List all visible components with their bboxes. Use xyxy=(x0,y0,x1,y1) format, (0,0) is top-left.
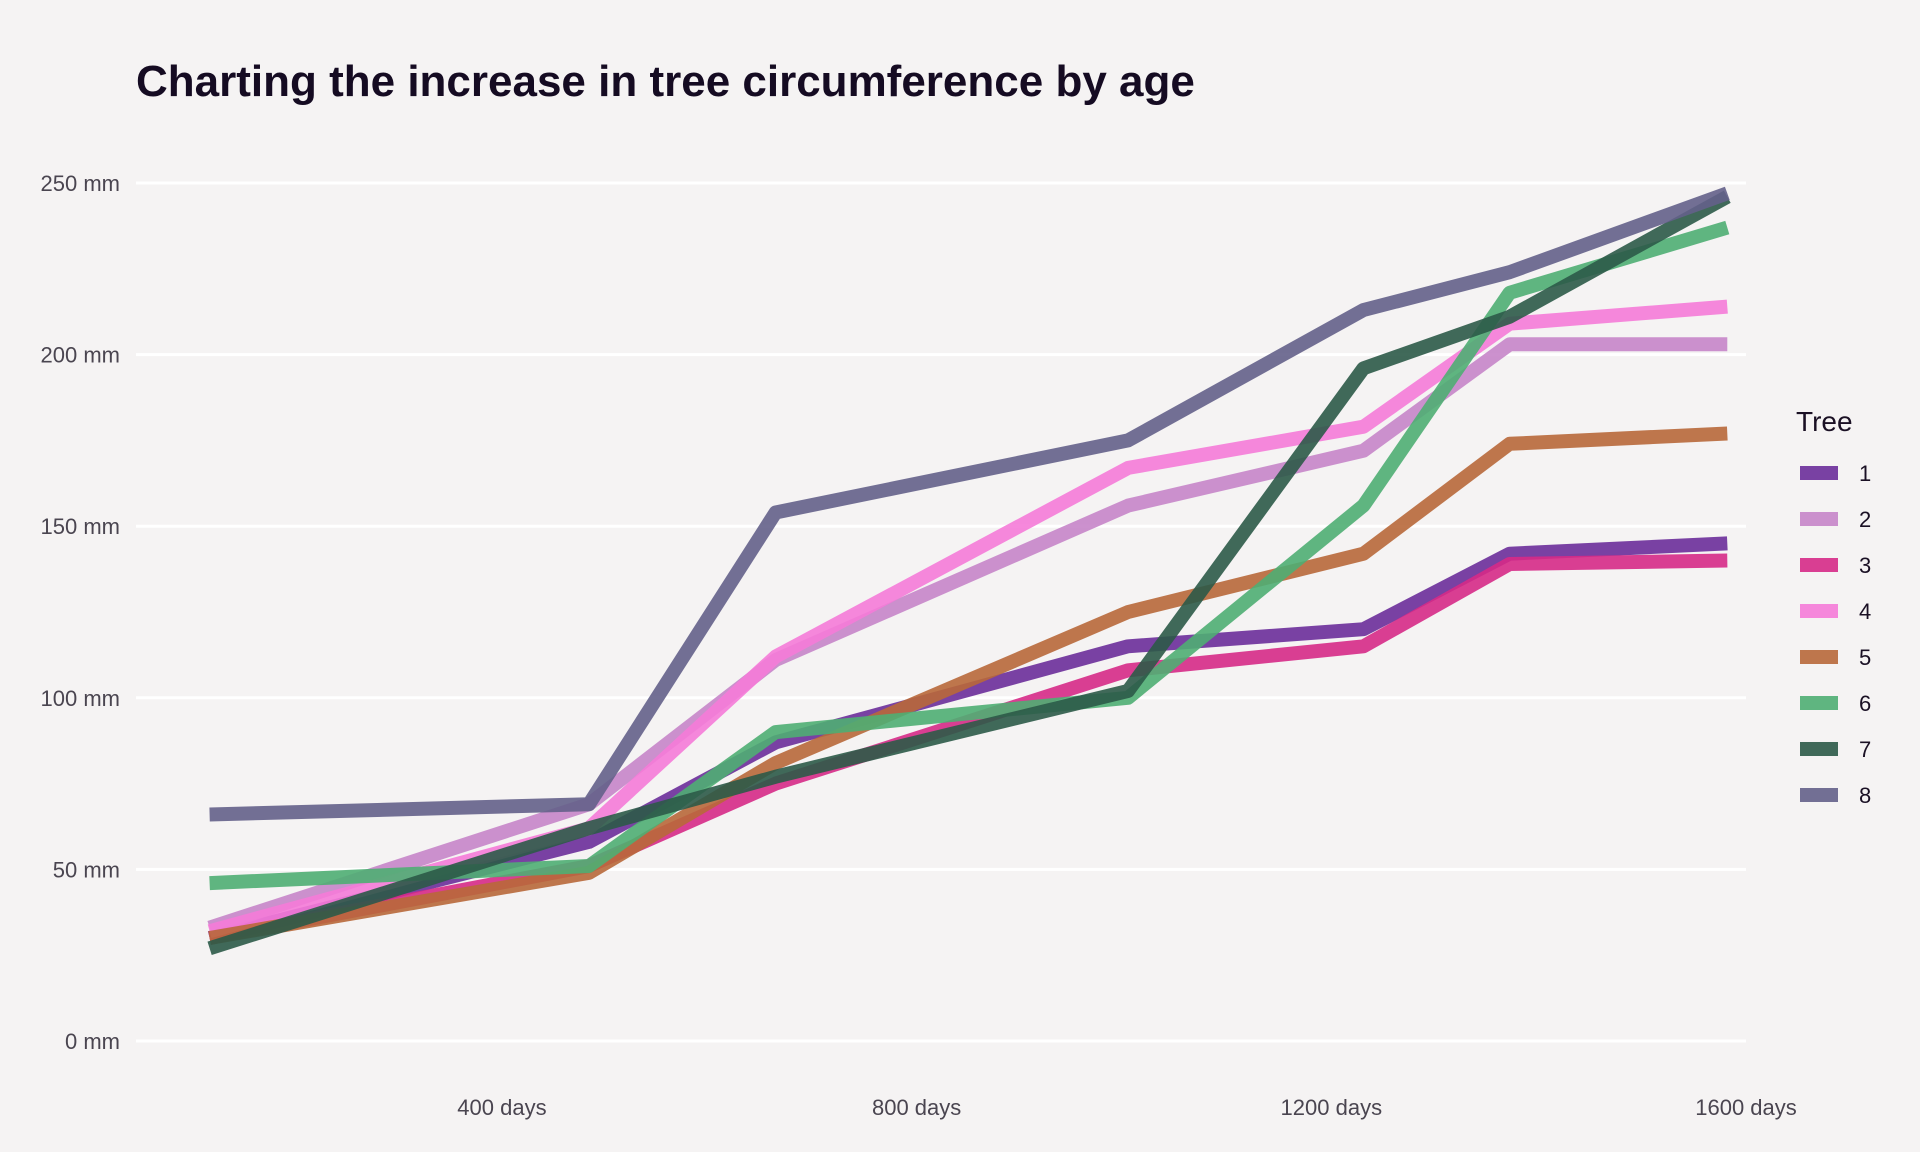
legend-label: 3 xyxy=(1859,553,1871,578)
legend-title: Tree xyxy=(1796,406,1853,437)
legend-label: 2 xyxy=(1859,507,1871,532)
y-axis: 0 mm 50 mm 100 mm 150 mm 200 mm 250 mm xyxy=(41,171,120,1054)
x-tick-label: 800 days xyxy=(872,1095,961,1120)
legend-swatch xyxy=(1800,788,1838,802)
legend-item-tree-6: 6 xyxy=(1800,691,1871,716)
legend-swatch xyxy=(1800,604,1838,618)
legend-label: 4 xyxy=(1859,599,1871,624)
legend-item-tree-2: 2 xyxy=(1800,507,1871,532)
legend-label: 5 xyxy=(1859,645,1871,670)
legend-items: 1 2 3 4 5 6 7 8 xyxy=(1800,461,1871,808)
series-line-tree-2 xyxy=(207,337,1728,935)
y-tick-label: 150 mm xyxy=(41,514,120,539)
series-lines xyxy=(207,186,1731,955)
legend-label: 7 xyxy=(1859,737,1871,762)
y-tick-label: 50 mm xyxy=(53,857,120,882)
x-tick-label: 1200 days xyxy=(1281,1095,1383,1120)
legend-label: 6 xyxy=(1859,691,1871,716)
legend-swatch xyxy=(1800,558,1838,572)
legend-item-tree-1: 1 xyxy=(1800,461,1871,486)
y-tick-label: 100 mm xyxy=(41,686,120,711)
legend-swatch xyxy=(1800,696,1838,710)
x-tick-label: 1600 days xyxy=(1695,1095,1797,1120)
legend-item-tree-4: 4 xyxy=(1800,599,1871,624)
legend-item-tree-5: 5 xyxy=(1800,645,1871,670)
x-axis: 400 days 800 days 1200 days 1600 days xyxy=(457,1095,1796,1120)
x-tick-label: 400 days xyxy=(457,1095,546,1120)
legend-item-tree-7: 7 xyxy=(1800,737,1871,762)
y-tick-label: 250 mm xyxy=(41,171,120,196)
legend-item-tree-3: 3 xyxy=(1800,553,1871,578)
legend-item-tree-8: 8 xyxy=(1800,783,1871,808)
series-line-tree-8 xyxy=(209,186,1730,822)
series-line-tree-7 xyxy=(207,190,1731,955)
legend: Tree 1 2 3 4 5 6 7 8 xyxy=(1796,406,1871,808)
legend-label: 1 xyxy=(1859,461,1871,486)
legend-swatch xyxy=(1800,650,1838,664)
y-tick-label: 200 mm xyxy=(41,343,120,368)
y-tick-label: 0 mm xyxy=(65,1029,120,1054)
legend-swatch xyxy=(1800,742,1838,756)
legend-label: 8 xyxy=(1859,783,1871,808)
legend-swatch xyxy=(1800,512,1838,526)
series-line-tree-4 xyxy=(207,299,1728,938)
chart-title: Charting the increase in tree circumfere… xyxy=(136,57,1195,106)
legend-swatch xyxy=(1800,466,1838,480)
series-line-tree-1 xyxy=(207,536,1728,945)
